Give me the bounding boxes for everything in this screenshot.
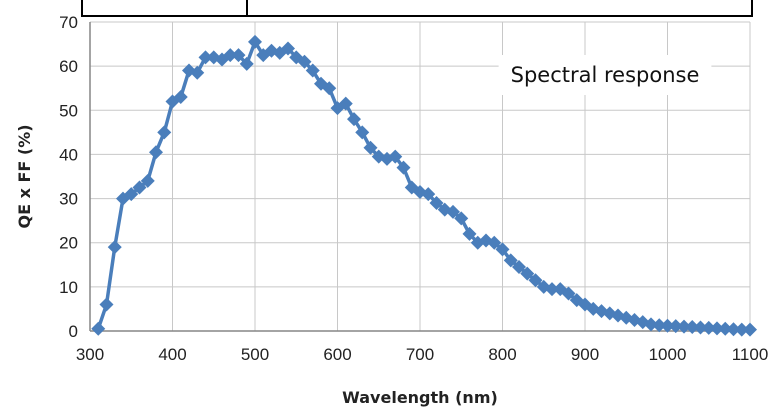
data-point bbox=[363, 140, 378, 155]
y-axis-label: QE x FF (%) bbox=[15, 124, 34, 228]
x-axis-ticks: 300 400 500 600 700 800 900 1000 1100 bbox=[76, 345, 768, 364]
data-point bbox=[107, 240, 122, 255]
data-point bbox=[512, 259, 526, 274]
x-tick-label: 400 bbox=[158, 345, 186, 364]
data-point bbox=[561, 286, 576, 301]
chart-annotation: Spectral response bbox=[511, 63, 700, 87]
data-point bbox=[701, 320, 716, 335]
data-point bbox=[190, 65, 205, 80]
y-axis-ticks: 0 10 20 30 40 50 60 70 bbox=[59, 13, 78, 341]
data-point bbox=[454, 211, 469, 226]
y-tick-label: 30 bbox=[59, 190, 78, 209]
data-point bbox=[338, 96, 353, 111]
data-point bbox=[734, 322, 749, 337]
data-point bbox=[528, 273, 543, 288]
data-point bbox=[124, 187, 139, 202]
data-point bbox=[718, 321, 733, 336]
y-tick-label: 20 bbox=[59, 234, 78, 253]
y-tick-label: 0 bbox=[69, 322, 78, 341]
data-point bbox=[743, 322, 757, 337]
data-point bbox=[652, 318, 667, 333]
data-point bbox=[281, 41, 295, 56]
x-tick-label: 700 bbox=[406, 345, 434, 364]
data-point bbox=[421, 187, 436, 202]
x-tick-label: 1000 bbox=[649, 345, 687, 364]
data-point bbox=[429, 195, 444, 210]
data-point bbox=[355, 125, 370, 140]
data-point bbox=[462, 226, 477, 241]
data-point bbox=[520, 266, 535, 281]
data-point bbox=[388, 149, 403, 164]
y-tick-label: 50 bbox=[59, 101, 78, 120]
top-legend-box bbox=[81, 0, 753, 17]
data-point bbox=[644, 317, 658, 332]
y-tick-label: 70 bbox=[59, 13, 78, 32]
annotation-background bbox=[498, 55, 712, 95]
x-tick-label: 300 bbox=[76, 345, 104, 364]
x-tick-label: 1100 bbox=[732, 345, 769, 364]
data-point bbox=[396, 160, 411, 175]
data-point bbox=[726, 322, 741, 337]
series-layer bbox=[91, 34, 757, 337]
data-point bbox=[495, 242, 510, 257]
x-tick-label: 800 bbox=[488, 345, 516, 364]
data-point bbox=[322, 81, 337, 96]
data-point bbox=[239, 56, 254, 71]
plot-frame bbox=[81, 0, 753, 332]
data-point bbox=[545, 282, 559, 297]
x-tick-label: 600 bbox=[323, 345, 351, 364]
y-tick-label: 40 bbox=[59, 145, 78, 164]
data-point bbox=[149, 145, 163, 160]
data-point bbox=[305, 63, 320, 78]
data-point bbox=[503, 253, 518, 268]
data-point bbox=[693, 320, 708, 335]
x-tick-label: 500 bbox=[241, 345, 269, 364]
y-tick-label: 10 bbox=[59, 278, 78, 297]
y-tick-label: 60 bbox=[59, 57, 78, 76]
data-point bbox=[710, 321, 724, 336]
data-point bbox=[446, 204, 460, 219]
data-point bbox=[347, 112, 361, 127]
data-point bbox=[198, 50, 213, 65]
x-tick-label: 900 bbox=[571, 345, 599, 364]
data-point bbox=[173, 90, 188, 105]
data-point bbox=[223, 48, 238, 63]
data-point bbox=[685, 320, 700, 335]
data-point bbox=[248, 34, 262, 49]
data-point bbox=[231, 48, 246, 63]
data-point bbox=[140, 173, 155, 188]
data-point bbox=[660, 318, 675, 333]
x-axis-label: Wavelength (nm) bbox=[342, 388, 498, 407]
data-point bbox=[91, 321, 106, 336]
data-point bbox=[99, 297, 114, 312]
data-point bbox=[487, 235, 502, 250]
data-point bbox=[157, 125, 172, 140]
data-point bbox=[132, 180, 147, 195]
data-point bbox=[677, 319, 691, 334]
data-point bbox=[668, 319, 683, 334]
data-point bbox=[297, 54, 312, 69]
